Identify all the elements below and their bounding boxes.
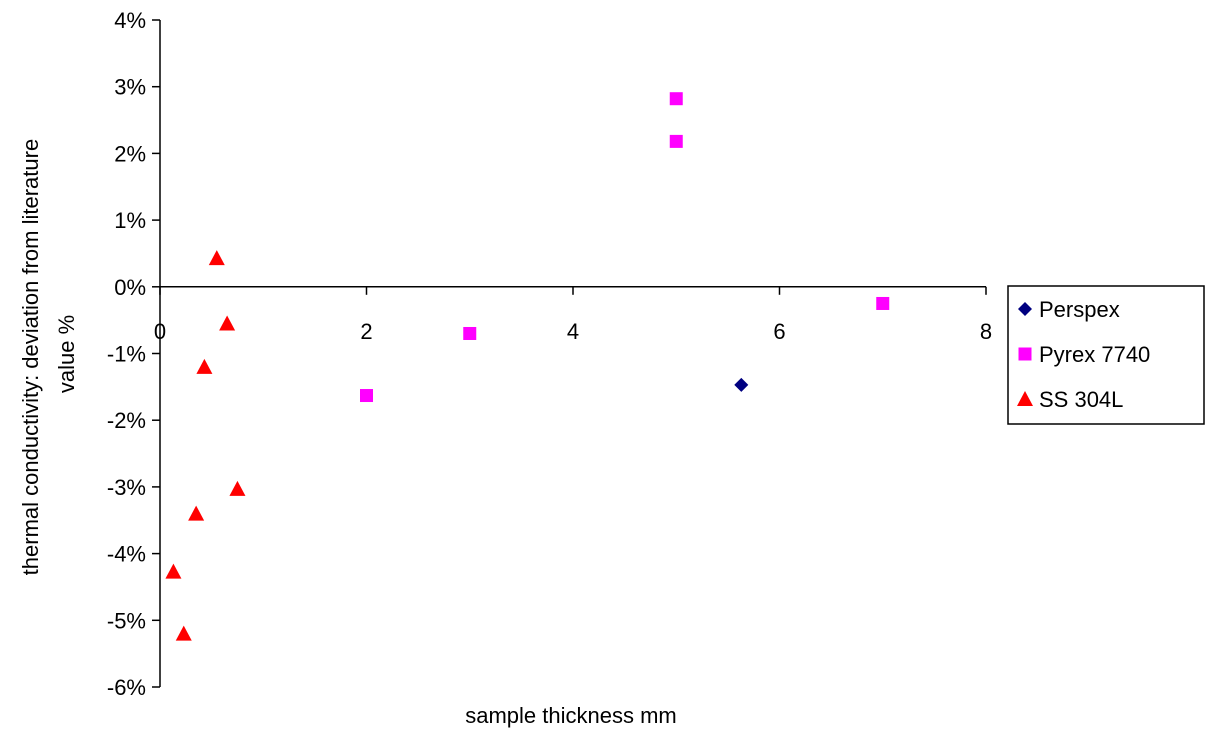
x-tick-label: 8	[980, 319, 992, 344]
y-axis-title: thermal conductivity: deviation from lit…	[18, 133, 79, 576]
pyrex-7740-point	[876, 296, 890, 310]
legend-label-perspex: Perspex	[1039, 297, 1120, 322]
y-axis-title-line-1: thermal conductivity: deviation from lit…	[18, 139, 43, 576]
y-axis-ticks: 4% 3% 2% 1% 0% -1% -2% -3% -4% -5% -6%	[107, 8, 160, 700]
pyrex-7740-point	[669, 134, 683, 148]
x-axis-title: sample thickness mm	[465, 703, 677, 728]
ss-304l-point	[229, 480, 246, 496]
pyrex-7740-point	[360, 389, 373, 403]
x-tick-label: 2	[360, 319, 372, 344]
legend-box	[1007, 285, 1205, 425]
y-tick-label: -2%	[107, 408, 146, 433]
y-tick-label: 3%	[114, 75, 146, 100]
ss-304l-point	[175, 625, 192, 641]
y-tick-label: -6%	[107, 675, 146, 700]
x-tick-label: 4	[567, 319, 579, 344]
x-tick-label: 0	[154, 319, 166, 344]
y-tick-label: -5%	[107, 608, 146, 633]
y-tick-label: 2%	[114, 141, 146, 166]
y-tick-label: 4%	[114, 8, 146, 33]
data-points	[165, 92, 890, 641]
pyrex-7740-point	[669, 92, 683, 106]
legend-label-pyrex-7740: Pyrex 7740	[1039, 342, 1150, 367]
legend-label-ss-304l: SS 304L	[1039, 387, 1123, 412]
perspex-point	[734, 377, 749, 392]
legend-marker-pyrex-7740	[1018, 347, 1032, 361]
axes	[159, 20, 986, 687]
y-tick-label: 0%	[114, 275, 146, 300]
legend-marker-ss-304l	[1017, 391, 1033, 406]
legend-marker-perspex	[1018, 302, 1032, 316]
ss-304l-point	[165, 563, 182, 579]
ss-304l-point	[219, 315, 236, 331]
y-tick-label: -3%	[107, 475, 146, 500]
y-axis-title-line-2: value %	[54, 315, 79, 393]
ss-304l-point	[188, 505, 205, 521]
y-tick-label: -4%	[107, 542, 146, 567]
legend: Perspex Pyrex 7740 SS 304L	[1007, 285, 1205, 425]
pyrex-7740-point	[463, 326, 477, 340]
y-tick-label: 1%	[114, 208, 146, 233]
ss-304l-point	[196, 358, 213, 374]
x-axis-ticks: 0 2 4 6 8	[154, 286, 992, 344]
x-tick-label: 6	[773, 319, 785, 344]
ss-304l-point	[208, 250, 225, 266]
y-tick-label: -1%	[107, 342, 146, 367]
